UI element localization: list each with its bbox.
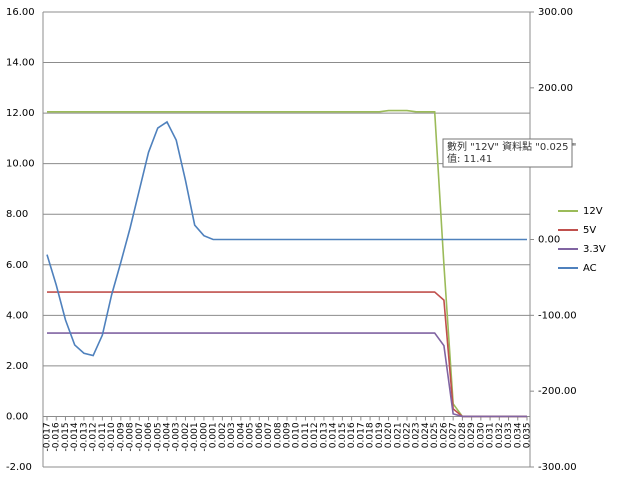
tooltip-text: 值: 11.41 [447, 152, 492, 165]
x-tick-label: 0.034 [513, 422, 523, 448]
x-tick-label: 0.015 [338, 422, 348, 448]
y2-tick-label: 300.00 [538, 7, 573, 18]
x-tick-label: -0.017 [43, 422, 53, 451]
y-tick-label: 2.00 [6, 361, 28, 372]
x-tick-label: -0.006 [144, 422, 154, 451]
x-tick-label: -0.002 [181, 422, 191, 451]
x-tick-label: 0.008 [273, 422, 283, 448]
x-tick-label: -0.015 [61, 422, 71, 451]
y-tick-label: 0.00 [6, 411, 28, 422]
y-tick-label: -2.00 [6, 462, 32, 473]
y-tick-label: 8.00 [6, 209, 28, 220]
x-tick-label: 0.026 [439, 422, 449, 448]
x-tick-label: 0.032 [495, 422, 505, 448]
y-tick-label: 10.00 [6, 159, 35, 170]
x-tick-label: 0.006 [255, 422, 265, 448]
x-tick-label: 0.014 [329, 422, 339, 448]
y-tick-label: 6.00 [6, 260, 28, 271]
y2-tick-label: -300.00 [538, 462, 577, 473]
x-tick-label: 0.033 [504, 422, 514, 448]
legend-label: 5V [583, 225, 596, 236]
y-tick-label: 16.00 [6, 7, 35, 18]
x-tick-label: -0.009 [116, 422, 126, 451]
series-line [47, 332, 527, 418]
x-tick-label: 0.013 [319, 422, 329, 448]
x-tick-label: 0.027 [449, 422, 459, 448]
legend-label: 12V [583, 206, 603, 217]
x-tick-label: 0.001 [209, 422, 219, 448]
x-tick-label: 0.012 [310, 422, 320, 448]
y-tick-label: 4.00 [6, 310, 28, 321]
x-tick-label: -0.003 [172, 422, 182, 451]
x-tick-label: 0.022 [403, 422, 413, 448]
x-tick-label: 0.023 [412, 422, 422, 448]
y-tick-label: 12.00 [6, 108, 35, 119]
x-tick-label: -0.011 [98, 422, 108, 451]
x-tick-label: 0.029 [467, 422, 477, 448]
x-tick-label: 0.011 [301, 422, 311, 448]
x-tick-label: 0.007 [264, 422, 274, 448]
y2-tick-label: -200.00 [538, 386, 577, 397]
series-line [47, 109, 527, 418]
y2-tick-label: 200.00 [538, 83, 573, 94]
tooltip-box [442, 138, 573, 168]
x-tick-label: 0.017 [356, 422, 366, 448]
x-tick-label: 0.030 [476, 422, 486, 448]
series-line [47, 291, 527, 418]
y2-tick-label: -100.00 [538, 310, 577, 321]
x-tick-label: 0.021 [393, 422, 403, 448]
x-tick-label: -0.016 [52, 422, 62, 451]
x-tick-label: -0.012 [89, 422, 99, 451]
series-line [46, 120, 527, 357]
x-tick-label: -0.005 [153, 422, 163, 451]
x-tick-label: 0.004 [236, 422, 246, 448]
x-tick-label: 0.003 [227, 422, 237, 448]
x-tick-label: 0.010 [292, 422, 302, 448]
x-tick-label: 0.016 [347, 422, 357, 448]
x-tick-label: -0.013 [79, 422, 89, 451]
y-tick-label: 14.00 [6, 58, 35, 69]
x-tick-label: -0.004 [163, 422, 173, 451]
x-tick-label: 0.018 [366, 422, 376, 448]
x-tick-label: 0.009 [283, 422, 293, 448]
x-tick-label: 0.028 [458, 422, 468, 448]
legend-label: 3.3V [583, 244, 606, 255]
x-tick-label: 0.019 [375, 422, 385, 448]
x-tick-label: 0.005 [246, 422, 256, 448]
legend-label: AC [583, 263, 597, 274]
x-tick-label: 0.031 [486, 422, 496, 448]
x-tick-label: -0.008 [126, 422, 136, 451]
x-tick-label: -0.001 [190, 422, 200, 451]
x-tick-label: -0.010 [107, 422, 117, 451]
x-tick-label: -0.000 [199, 422, 209, 451]
x-tick-label: 0.035 [523, 422, 533, 448]
x-tick-label: 0.025 [430, 422, 440, 448]
x-tick-label: -0.007 [135, 422, 145, 451]
x-tick-label: 0.002 [218, 422, 228, 448]
x-tick-label: -0.014 [70, 422, 80, 451]
tooltip-text: 數列 "12V" 資料點 "0.025 " [447, 140, 576, 153]
x-tick-label: 0.020 [384, 422, 394, 448]
x-tick-label: 0.024 [421, 422, 431, 448]
y2-tick-label: 0.00 [538, 235, 560, 246]
